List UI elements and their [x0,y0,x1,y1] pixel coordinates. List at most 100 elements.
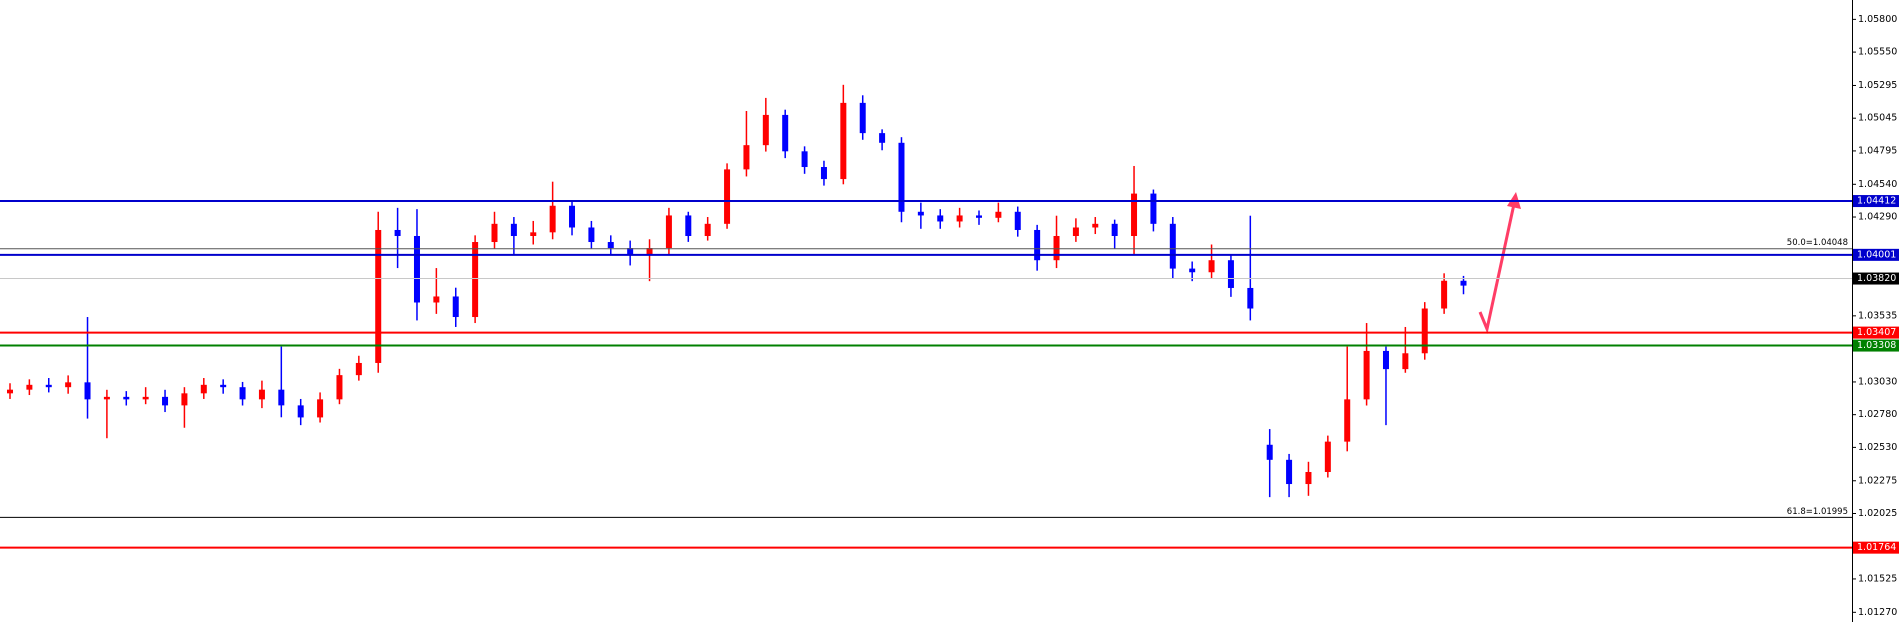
level-label-box [1853,248,1899,261]
candle-body [162,396,169,406]
candle-body [1441,280,1448,309]
candle-body [859,102,866,134]
candle-body [103,396,110,400]
candle-body [375,229,382,363]
candle-body [84,382,91,400]
candle-body [820,167,827,180]
candle-body [278,389,285,406]
candle-body [646,248,653,255]
y-tick-label: 1.05045 [1858,113,1897,124]
candle-body [976,215,982,218]
y-tick-label: 1.05550 [1858,47,1897,58]
candle-body [65,382,72,388]
level-label-box [1853,195,1899,208]
candle-body [1247,287,1254,309]
y-tick-label: 1.02025 [1858,508,1897,519]
candle-body [1092,223,1099,228]
candle-body [1286,459,1293,485]
candle-body [7,389,13,394]
candle-body [1305,471,1312,485]
candle-body [336,375,343,400]
candle-body [569,205,576,228]
candle-body [956,215,963,222]
y-tick-label: 1.04795 [1858,145,1897,156]
level-label: 1.01764 [1857,542,1896,553]
candle-body [1266,444,1273,460]
drawn-arrow [1478,203,1516,335]
candle-body [1402,353,1409,370]
candle-body [181,393,188,406]
fib-label: 50.0=1.04048 [1787,238,1848,248]
candle-body [1344,399,1351,442]
candle-body [1169,223,1176,269]
candle-body [297,405,304,418]
candle-body [258,389,265,400]
candle-body [627,248,634,255]
candle-body [1131,193,1138,236]
candle-body [801,151,808,168]
candle-body [123,396,130,400]
candle-body [665,215,672,249]
y-tick-label: 1.03030 [1858,376,1897,387]
candle-body [840,102,847,180]
level-label-box [1853,272,1899,285]
candle-body [762,114,769,146]
candle-body [200,384,207,394]
candle-body [724,169,731,224]
plot-area [7,84,1467,498]
candle-body [239,387,246,400]
candle-body [743,145,750,170]
candle-body [1363,350,1370,400]
candle-body [1227,260,1234,288]
candle-body [685,215,692,236]
level-label: 1.04412 [1857,196,1896,207]
candle-body [491,223,498,243]
candle-body [433,296,440,303]
candle-body [588,227,595,243]
y-tick-label: 1.01270 [1858,607,1897,618]
candle-body [220,384,227,388]
candle-body [607,242,614,249]
candle-body [1460,280,1467,286]
candle-body [1034,229,1041,261]
candle-body [142,396,149,400]
candle-body [394,229,401,236]
candle-body [782,114,789,152]
candle-body [45,384,52,388]
y-tick-label: 1.03535 [1858,310,1897,321]
candle-body [26,384,33,390]
candle-body [1072,227,1079,236]
candle-body [472,242,479,318]
level-label: 1.03308 [1857,340,1896,351]
candle-body [510,223,517,236]
level-label-box [1853,339,1899,352]
candle-body [917,211,924,216]
y-tick-label: 1.02780 [1858,409,1897,420]
candle-body [413,235,420,303]
y-tick-label: 1.02530 [1858,442,1897,453]
candle-body [452,296,459,318]
level-label: 1.03820 [1857,273,1896,284]
candle-body [549,205,556,233]
candle-body [879,133,886,143]
candle-body [1382,350,1389,370]
candle-body [1208,260,1215,273]
candle-body [355,362,362,376]
candle-body [1189,268,1196,273]
candle-body [995,211,1002,218]
level-label-box [1853,326,1899,339]
y-tick-label: 1.04540 [1858,179,1897,190]
y-tick-label: 1.05800 [1858,14,1897,25]
level-label: 1.03407 [1857,327,1896,338]
candle-body [1014,211,1021,230]
y-tick-label: 1.05295 [1858,80,1897,91]
level-label-box [1853,541,1899,554]
fib-label: 61.8=1.01995 [1787,507,1848,517]
y-tick-label: 1.02275 [1858,475,1897,486]
candle-body [530,232,537,236]
candle-body [1111,223,1118,236]
candle-body [1150,193,1157,224]
y-tick-label: 1.01525 [1858,573,1897,584]
